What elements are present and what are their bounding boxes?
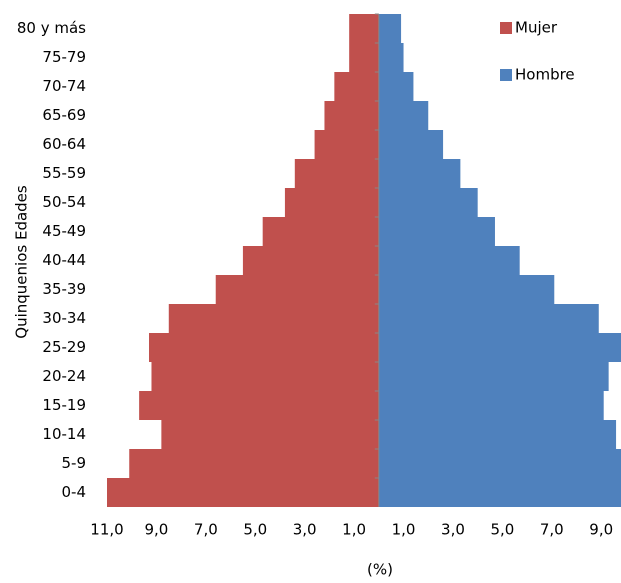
x-tick-label: 7,0 — [540, 521, 564, 539]
x-axis-label: (%) — [367, 561, 393, 579]
y-tick-label: 35-39 — [42, 280, 86, 298]
bar — [284, 188, 379, 217]
y-tick-label: 30-34 — [42, 309, 86, 327]
x-tick-label: 1,0 — [342, 521, 366, 539]
bar — [151, 362, 379, 391]
y-tick-label: 10-14 — [42, 425, 86, 443]
legend-swatch — [500, 69, 512, 81]
x-tick-label: 3,0 — [293, 521, 317, 539]
bar — [324, 101, 379, 130]
x-tick-label: 3,0 — [441, 521, 465, 539]
bar — [129, 449, 379, 478]
y-tick-label: 50-54 — [42, 193, 86, 211]
y-tick-label: 20-24 — [42, 367, 86, 385]
bar — [349, 43, 379, 72]
bar — [378, 101, 429, 130]
y-tick-label: 40-44 — [42, 251, 86, 269]
y-axis-label: Quinquenios Edades — [13, 185, 31, 339]
x-tick-label: 11,0 — [90, 521, 123, 539]
bar — [242, 246, 379, 275]
bar — [378, 72, 414, 101]
x-tick-label: 1,0 — [392, 521, 416, 539]
bar — [378, 159, 461, 188]
bar — [378, 420, 617, 449]
bar — [378, 478, 621, 507]
legend-label: Mujer — [515, 19, 558, 37]
bar — [378, 246, 520, 275]
y-tick-label: 60-64 — [42, 135, 86, 153]
bar — [378, 43, 404, 72]
y-tick-label: 70-74 — [42, 77, 86, 95]
bar — [378, 130, 444, 159]
bar — [262, 217, 379, 246]
y-tick-label: 75-79 — [42, 48, 86, 66]
bar — [215, 275, 379, 304]
bar — [107, 478, 379, 507]
bar — [378, 217, 495, 246]
bar — [161, 420, 379, 449]
y-tick-label: 80 y más — [17, 19, 86, 37]
bar — [139, 391, 379, 420]
y-tick-label: 45-49 — [42, 222, 86, 240]
y-tick-label: 65-69 — [42, 106, 86, 124]
bar — [168, 304, 379, 333]
bar — [378, 14, 402, 43]
bar — [314, 130, 379, 159]
legend-swatch — [500, 22, 512, 34]
x-tick-label: 5,0 — [490, 521, 514, 539]
bar — [349, 14, 379, 43]
bar — [334, 72, 379, 101]
x-tick-label: 9,0 — [144, 521, 168, 539]
bar — [149, 333, 379, 362]
y-tick-label: 25-29 — [42, 338, 86, 356]
bar — [378, 449, 621, 478]
x-tick-label: 7,0 — [194, 521, 218, 539]
y-tick-label: 15-19 — [42, 396, 86, 414]
bar — [378, 391, 604, 420]
bar — [378, 304, 599, 333]
y-tick-label: 0-4 — [62, 483, 87, 501]
bar — [378, 333, 621, 362]
y-tick-label: 55-59 — [42, 164, 86, 182]
bar — [378, 188, 478, 217]
legend-label: Hombre — [515, 66, 575, 84]
y-tick-label: 5-9 — [62, 454, 87, 472]
x-tick-label: 5,0 — [243, 521, 267, 539]
x-tick-label: 9,0 — [589, 521, 613, 539]
bar — [378, 362, 609, 391]
bar — [294, 159, 379, 188]
bar — [378, 275, 555, 304]
